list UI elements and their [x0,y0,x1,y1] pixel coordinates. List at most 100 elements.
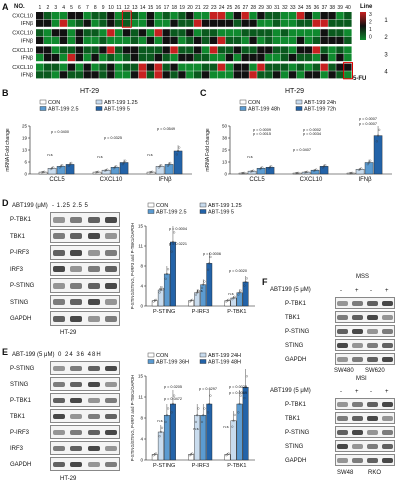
heatmap-cell [280,54,289,62]
heatmap-cell [154,54,162,62]
heatmap-col-number: 17 [164,5,170,11]
heatmap-cell [43,54,52,62]
e-time-labels: 0 24 36 48H [58,352,102,358]
chart-b: 0 6 13 19 25 mRNA Fold change CCL5 CXCL10 IFNβ CO… [5,99,192,183]
heatmap-color-scale [360,12,366,40]
heatmap-cell [194,63,202,71]
blot-band [87,381,100,388]
blot-band [70,445,83,452]
heatmap-cell [201,63,210,71]
y-tick-label: 25 [22,124,28,129]
heatmap-cell [59,29,68,37]
heatmap-cell [328,36,336,44]
category-label: IFNβ [358,177,372,183]
blot-band [105,282,118,289]
data-point [158,291,161,294]
heatmap-cell [209,29,218,37]
heatmap-cell [43,29,52,37]
data-point [375,140,378,143]
heatmap-cell [91,46,99,54]
heatmap-cell [115,12,123,20]
heatmap-cell [138,29,147,37]
data-point [106,168,109,171]
heatmap-col-number: 13 [132,5,138,11]
legend-label: ABT-199 24H [208,353,241,359]
bar [56,166,66,175]
blot-band [382,430,393,436]
heatmap-cell [225,29,234,37]
blot-strip [335,297,395,309]
heatmap-col-number: 35 [306,5,312,11]
heatmap-cell [312,36,320,44]
f-msi-label: MSI [356,376,367,382]
data-point [207,411,210,414]
heatmap-cell [304,46,313,54]
y-tick-label: 13 [222,160,228,165]
heatmap-cell [122,36,131,44]
blot-band [70,282,83,289]
heatmap-cell [209,12,218,20]
heatmap-cell [107,12,115,20]
heatmap-cell [115,71,123,79]
blot-strip [50,457,120,471]
heatmap-cell [178,36,186,44]
blot-band [382,444,393,450]
blot-band [382,315,393,321]
heatmap-cell [296,12,305,20]
p-value: p = 0.0400 [51,130,69,134]
heatmap-cell [241,29,249,37]
legend-label: ABT-199 2.5 [156,210,187,216]
data-point [165,272,168,276]
heatmap-cell [43,19,52,27]
heatmap-cell [36,54,44,62]
data-point [203,407,206,410]
heatmap-cell [146,46,155,54]
bar [247,170,257,175]
d-treat-label: ABT199 (μM) [12,203,48,209]
f-treat-bottom: ABT199 (5 μM) [270,388,311,394]
heatmap-cell [257,54,265,62]
heatmap-cell [328,71,336,79]
data-point [58,166,61,169]
heatmap-cell [107,36,115,44]
heatmap-cell [241,54,249,62]
legend-label: CON [48,100,60,106]
heatmap-cell [257,63,265,71]
heatmap-cell [154,19,162,27]
heatmap-cell [194,12,202,20]
heatmap-cell [186,36,194,44]
heatmap-cell [51,71,60,79]
blot-band [52,282,65,289]
data-point [164,277,167,280]
heatmap-cell [162,19,170,27]
heatmap-cell [170,19,178,27]
heatmap-cell [265,46,273,54]
y-axis-label: P-STING/STING, P-IRF3 and P-TBK1/GAPDH [130,375,135,462]
heatmap-cell [107,54,115,62]
heatmap-cell [241,12,249,20]
heatmap-col-number: 25 [227,5,233,11]
legend-label: ABT-199 48H [208,360,241,366]
blot-band [70,266,83,273]
blot-row-label: TBK1 [285,416,301,422]
heatmap-cell [83,29,91,37]
heatmap-cell [83,36,91,44]
heatmap-cell [67,54,76,62]
data-point [43,170,46,173]
legend-swatch [199,209,207,214]
data-point [166,164,169,167]
blot-band [52,413,65,420]
data-point [105,169,108,172]
bar [236,403,243,461]
heatmap-cell [273,54,281,62]
blot-band [87,233,100,240]
category-label: P-STING [153,463,175,469]
heatmap-cell [336,19,344,27]
heatmap-col-number: 2 [46,5,49,11]
heatmap-cell [194,71,202,79]
blot-row-label: P-TBK1 [285,402,307,408]
heatmap-cell [115,54,123,62]
heatmap-cell [233,46,241,54]
data-point [351,171,354,174]
blot-band [87,461,100,468]
